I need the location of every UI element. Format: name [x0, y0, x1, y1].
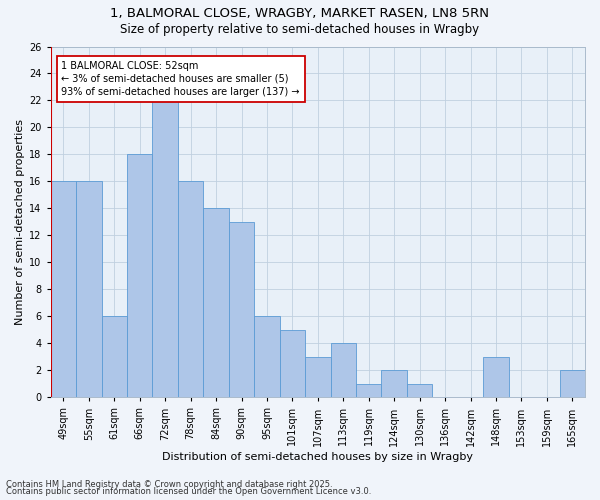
- Y-axis label: Number of semi-detached properties: Number of semi-detached properties: [15, 119, 25, 325]
- Bar: [152, 100, 178, 398]
- Bar: [483, 357, 509, 398]
- Bar: [560, 370, 585, 398]
- Bar: [382, 370, 407, 398]
- Bar: [254, 316, 280, 398]
- Bar: [76, 182, 101, 398]
- Text: 1, BALMORAL CLOSE, WRAGBY, MARKET RASEN, LN8 5RN: 1, BALMORAL CLOSE, WRAGBY, MARKET RASEN,…: [110, 8, 490, 20]
- Bar: [178, 182, 203, 398]
- Bar: [50, 182, 76, 398]
- Bar: [229, 222, 254, 398]
- Bar: [356, 384, 382, 398]
- Bar: [101, 316, 127, 398]
- Bar: [127, 154, 152, 398]
- Text: Size of property relative to semi-detached houses in Wragby: Size of property relative to semi-detach…: [121, 22, 479, 36]
- X-axis label: Distribution of semi-detached houses by size in Wragby: Distribution of semi-detached houses by …: [163, 452, 473, 462]
- Text: Contains public sector information licensed under the Open Government Licence v3: Contains public sector information licen…: [6, 487, 371, 496]
- Bar: [280, 330, 305, 398]
- Bar: [305, 357, 331, 398]
- Bar: [407, 384, 433, 398]
- Bar: [331, 344, 356, 398]
- Bar: [203, 208, 229, 398]
- Text: Contains HM Land Registry data © Crown copyright and database right 2025.: Contains HM Land Registry data © Crown c…: [6, 480, 332, 489]
- Text: 1 BALMORAL CLOSE: 52sqm
← 3% of semi-detached houses are smaller (5)
93% of semi: 1 BALMORAL CLOSE: 52sqm ← 3% of semi-det…: [61, 60, 300, 97]
